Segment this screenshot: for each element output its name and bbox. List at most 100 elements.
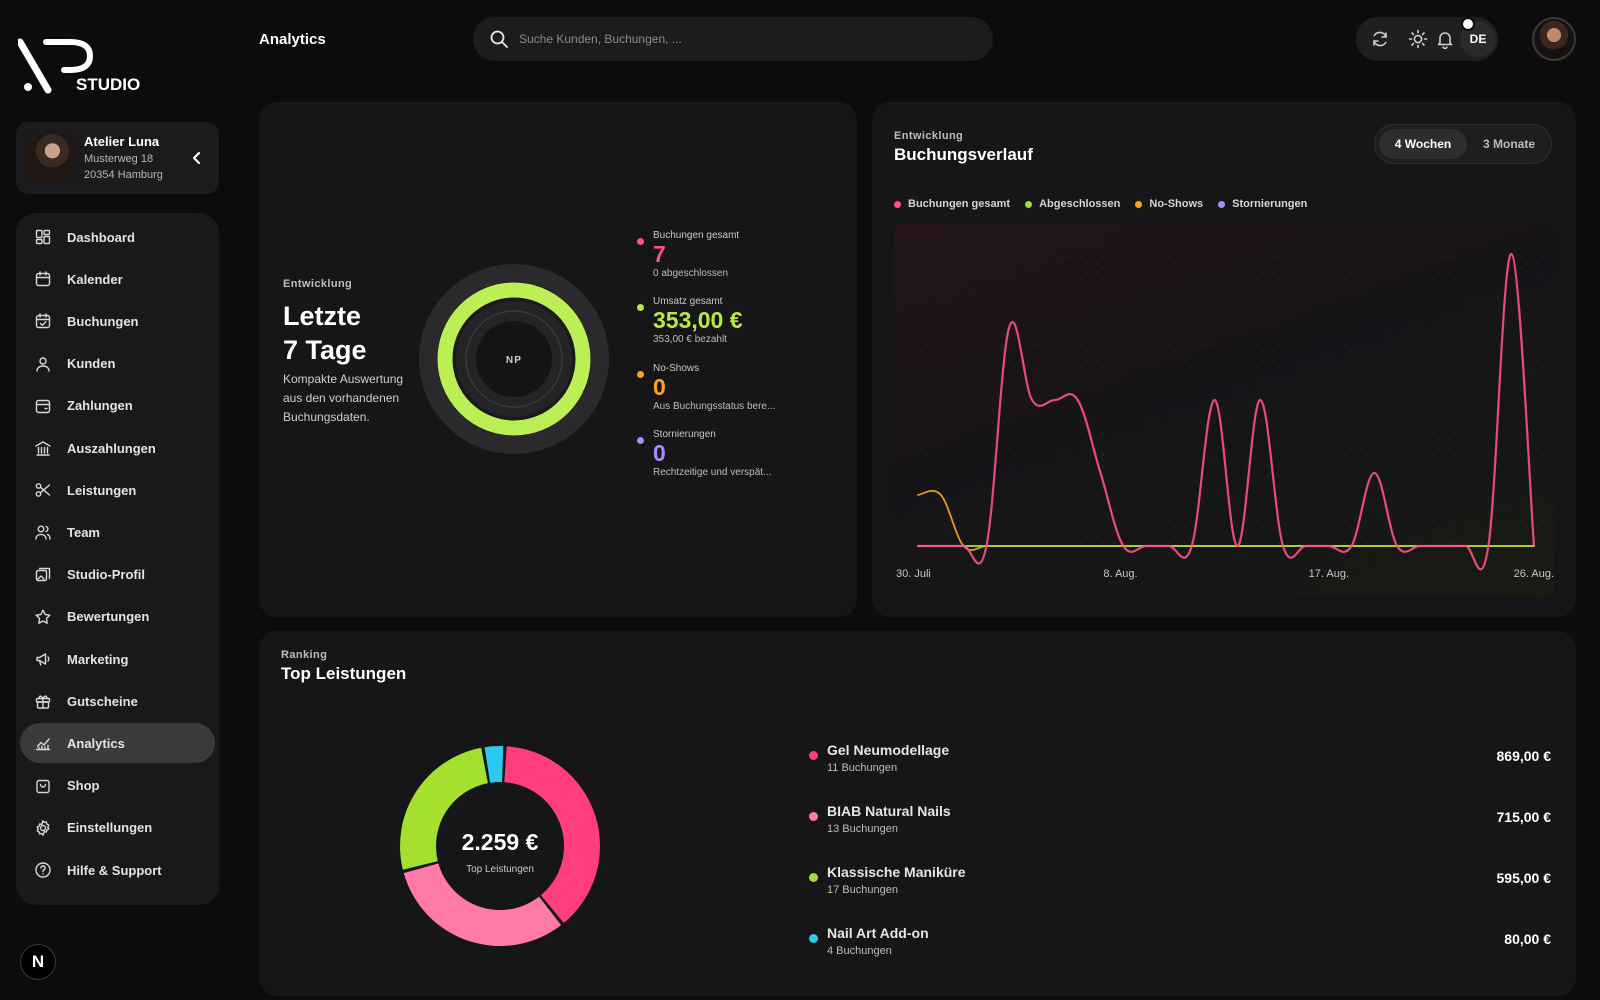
sidebar-item-einstellungen[interactable]: Einstellungen	[20, 808, 215, 848]
gift-icon	[35, 695, 51, 709]
sidebar-item-buchungen[interactable]: Buchungen	[20, 301, 215, 341]
donut-slice[interactable]	[403, 863, 562, 946]
sidebar-item-label: Buchungen	[67, 313, 139, 329]
sidebar-item-label: Auszahlungen	[67, 440, 156, 456]
sidebar-item-zahlungen[interactable]: Zahlungen	[20, 386, 215, 426]
ring-core	[476, 321, 552, 397]
legend-item[interactable]: Stornierungen	[1218, 197, 1307, 211]
wallet-icon	[35, 399, 51, 413]
series-line-no-shows[interactable]	[917, 489, 1535, 551]
service-name: Nail Art Add-on	[827, 925, 929, 941]
sidebar-item-dashboard[interactable]: Dashboard	[20, 217, 215, 257]
studio-avatar	[26, 134, 74, 182]
studio-logo[interactable]: STUDIO	[18, 38, 148, 94]
x-tick-label: 30. Juli	[896, 568, 931, 580]
sidebar-item-label: Dashboard	[67, 229, 135, 245]
sidebar-item-marketing[interactable]: Marketing	[20, 639, 215, 679]
legend-swatch	[1218, 200, 1226, 208]
chart-legend: Buchungen gesamt Abgeschlossen No-Shows Sto…	[894, 197, 1307, 211]
scissors-icon	[35, 483, 51, 498]
metric-color-dot	[637, 304, 644, 311]
metric-label: Stornierungen	[653, 429, 716, 440]
sidebar-item-shop[interactable]: Shop	[20, 766, 215, 806]
donut-slice[interactable]	[400, 747, 488, 870]
donut-slice[interactable]	[504, 746, 600, 923]
sidebar-item-label: Kunden	[67, 356, 116, 372]
service-color-dot	[809, 812, 818, 821]
sidebar-item-leistungen[interactable]: Leistungen	[20, 470, 215, 510]
metric-sub: Rechtzeitige und verspät...	[653, 467, 772, 478]
language-button[interactable]: DE	[1460, 21, 1496, 57]
logo-text: STUDIO	[76, 75, 140, 94]
sun-icon[interactable]	[1408, 29, 1428, 49]
legend-label: Buchungen gesamt	[908, 198, 1011, 210]
service-row[interactable]: BIAB Natural Nails 13 Buchungen 715,00 €	[809, 799, 1551, 845]
studio-street: Musterweg 18	[84, 153, 154, 165]
service-color-dot	[809, 873, 818, 882]
service-count: 13 Buchungen	[827, 823, 898, 835]
service-amount: 869,00 €	[1496, 748, 1552, 764]
metric-value: 0	[653, 374, 666, 400]
range-4-weeks-button[interactable]: 4 Wochen	[1379, 129, 1467, 159]
sidebar-item-gutscheine[interactable]: Gutscheine	[20, 681, 215, 721]
sidebar-item-kunden[interactable]: Kunden	[20, 344, 215, 384]
top-title: Top Leistungen	[281, 664, 407, 683]
search-bar[interactable]	[473, 17, 993, 61]
star-icon	[35, 609, 51, 624]
service-count: 17 Buchungen	[827, 884, 898, 896]
donut-slice[interactable]	[484, 746, 504, 783]
service-row[interactable]: Klassische Maniküre 17 Buchungen 595,00 €	[809, 860, 1551, 906]
chevron-left-icon[interactable]	[189, 150, 205, 166]
sidebar-item-studio-profil[interactable]: Studio-Profil	[20, 555, 215, 595]
x-tick-label: 8. Aug.	[1103, 568, 1138, 580]
range-toggle: 4 Wochen 3 Monate	[1374, 124, 1552, 164]
metric-sub: 0 abgeschlossen	[653, 268, 729, 279]
donut-total: 2.259 €	[461, 829, 539, 855]
metric-color-dot	[637, 371, 644, 378]
header-toolbar: DE	[1356, 17, 1498, 61]
legend-item[interactable]: Abgeschlossen	[1025, 197, 1120, 211]
legend-item[interactable]: No-Shows	[1135, 197, 1203, 211]
legend-item[interactable]: Buchungen gesamt	[894, 197, 1010, 211]
range-3-months-button[interactable]: 3 Monate	[1482, 137, 1535, 151]
sidebar-item-kalender[interactable]: Kalender	[20, 259, 215, 299]
search-input[interactable]	[519, 17, 979, 61]
x-tick-label: 17. Aug.	[1308, 568, 1350, 580]
images-icon	[35, 567, 51, 581]
series-line-buchungen-gesamt[interactable]	[916, 252, 1536, 571]
kpi-eyebrow: Entwicklung	[283, 278, 353, 290]
shopping-bag-icon	[36, 779, 50, 793]
refresh-icon[interactable]	[1370, 29, 1390, 49]
notification-dot	[1461, 17, 1475, 31]
service-row[interactable]: Gel Neumodellage 11 Buchungen 869,00 €	[809, 738, 1551, 784]
sidebar-item-team[interactable]: Team	[20, 512, 215, 552]
sidebar-item-hilfe-support[interactable]: Hilfe & Support	[20, 850, 215, 890]
legend-swatch	[894, 200, 901, 208]
legend-label: Abgeschlossen	[1039, 198, 1121, 210]
sidebar-item-label: Leistungen	[67, 482, 137, 498]
page-title: Analytics	[259, 31, 326, 48]
sidebar-item-bewertungen[interactable]: Bewertungen	[20, 597, 215, 637]
metric-label: Buchungen gesamt	[653, 230, 740, 241]
studio-switcher[interactable]: Atelier Luna Musterweg 18 20354 Hamburg	[16, 122, 219, 194]
chart-grid	[915, 245, 1544, 566]
metric-label: Umsatz gesamt	[653, 296, 723, 307]
metric-color-dot	[637, 238, 644, 245]
service-row[interactable]: Nail Art Add-on 4 Buchungen 80,00 €	[809, 921, 1551, 967]
progress-ring: NP	[419, 264, 609, 454]
chart-line-icon	[35, 738, 51, 751]
metric-value: 7	[653, 241, 666, 267]
service-name: Gel Neumodellage	[827, 742, 950, 758]
user-avatar[interactable]	[1532, 17, 1576, 61]
bottom-n-badge[interactable]: N	[20, 944, 56, 980]
bell-icon[interactable]	[1435, 29, 1455, 49]
top-services-card: Ranking Top Leistungen 2.259 € Top Leist…	[259, 631, 1576, 996]
dashboard-icon	[35, 229, 51, 245]
sidebar-item-auszahlungen[interactable]: Auszahlungen	[20, 428, 215, 468]
service-amount: 715,00 €	[1496, 809, 1552, 825]
metric-label: No-Shows	[653, 363, 700, 374]
sidebar-item-analytics[interactable]: Analytics	[20, 723, 215, 764]
help-icon	[35, 862, 51, 878]
legend-label: No-Shows	[1149, 198, 1204, 210]
megaphone-icon	[36, 653, 50, 666]
